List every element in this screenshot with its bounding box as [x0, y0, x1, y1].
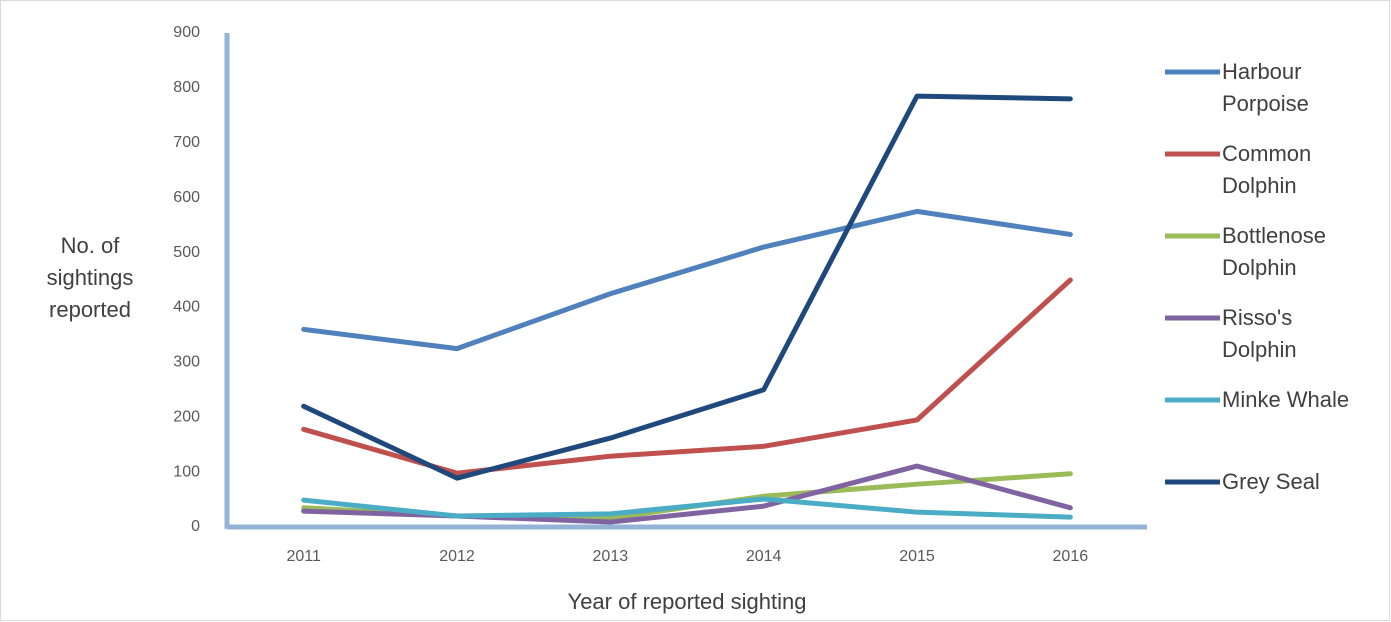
- y-tick-label: 700: [173, 134, 200, 151]
- y-tick-label: 200: [173, 408, 200, 425]
- x-tick-label: 2011: [286, 548, 321, 565]
- x-axis-title: Year of reported sighting: [567, 589, 807, 614]
- y-tick-label: 600: [173, 189, 200, 206]
- y-tick-label: 400: [173, 299, 200, 316]
- y-tick-label: 300: [173, 354, 200, 371]
- legend-label: Bottlenose Dolphin: [1222, 223, 1326, 280]
- y-tick-label: 0: [191, 518, 200, 535]
- legend-label: Harbour Porpoise: [1222, 59, 1309, 116]
- x-tick-label: 2012: [439, 548, 475, 565]
- y-axis-title: No. of sightings reported: [46, 233, 134, 322]
- y-tick-label: 100: [173, 463, 200, 480]
- legend-label: Risso's Dolphin: [1222, 305, 1297, 362]
- series-line: [301, 208, 1073, 352]
- y-tick-label: 900: [173, 24, 200, 41]
- x-tick-label: 2014: [746, 548, 782, 565]
- x-tick-label: 2015: [899, 548, 935, 565]
- series-line: [301, 496, 1073, 520]
- x-tick-label: 2013: [593, 548, 629, 565]
- legend-label: Minke Whale: [1222, 387, 1350, 412]
- legend-label: Grey Seal: [1222, 469, 1320, 494]
- x-tick-label: 2016: [1053, 548, 1089, 565]
- y-tick-label: 800: [173, 79, 200, 96]
- y-tick-label: 500: [173, 244, 200, 261]
- series-line: [301, 93, 1073, 481]
- legend-label: Common Dolphin: [1222, 141, 1312, 198]
